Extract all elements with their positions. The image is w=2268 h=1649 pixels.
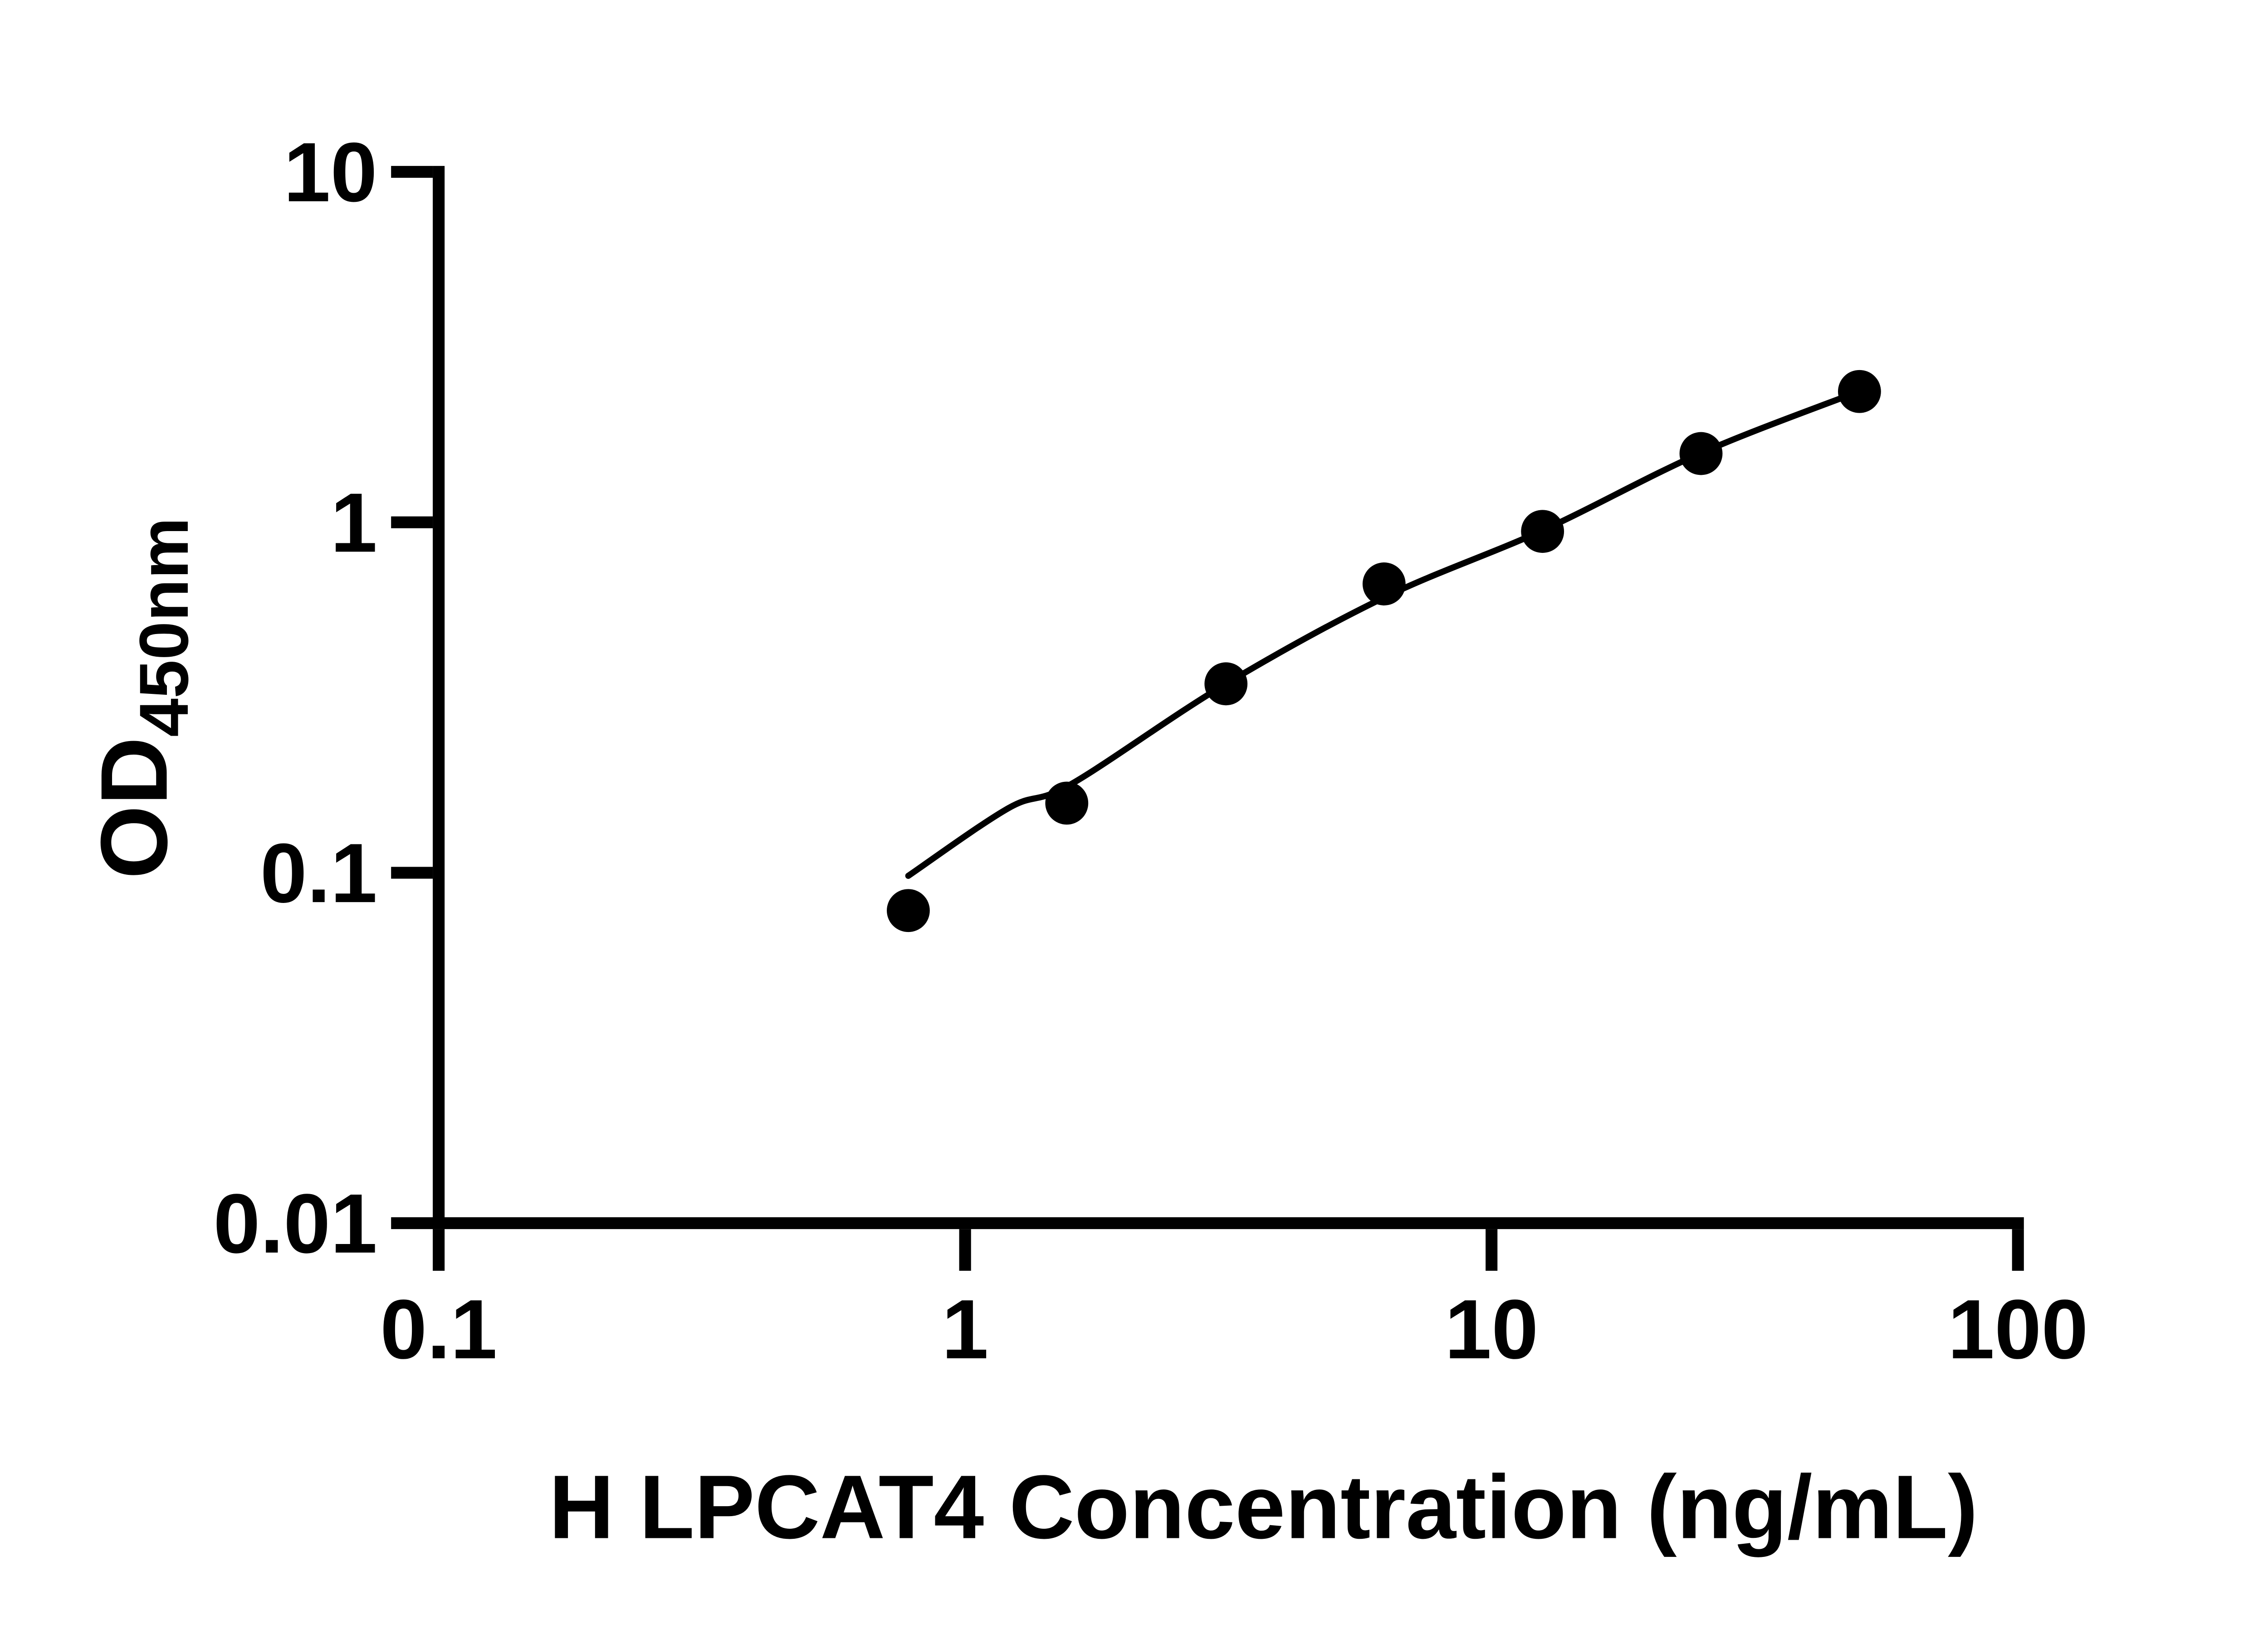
y-axis-title-subscript: 450nm [126, 517, 203, 737]
x-axis-title: H LPCAT4 Concentration (ng/mL) [549, 1457, 1978, 1558]
data-point [887, 889, 930, 932]
y-axis-title-main: OD [82, 737, 187, 879]
y-tick-label: 0.1 [260, 826, 377, 920]
data-point [1204, 662, 1248, 706]
x-tick-label: 100 [1948, 1283, 2088, 1376]
data-point [1045, 781, 1089, 825]
x-tick-label: 1 [942, 1283, 988, 1376]
y-tick-label: 0.01 [213, 1177, 377, 1271]
data-point [1362, 562, 1406, 605]
y-axis-title: OD450nm [82, 517, 203, 879]
y-tick-label: 1 [330, 476, 377, 570]
data-point [1838, 370, 1881, 413]
data-point [1679, 432, 1723, 475]
y-tick-label: 10 [284, 126, 377, 220]
x-tick-label: 0.1 [380, 1283, 497, 1376]
data-point [1521, 510, 1564, 553]
x-tick-label: 10 [1445, 1283, 1539, 1376]
